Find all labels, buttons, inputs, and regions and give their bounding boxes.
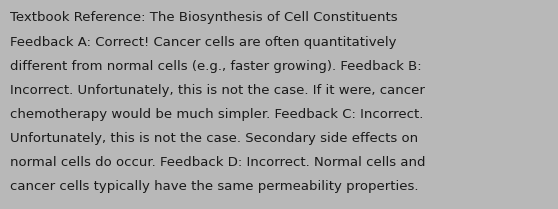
Text: Textbook Reference: The Biosynthesis of Cell Constituents: Textbook Reference: The Biosynthesis of … bbox=[10, 11, 398, 24]
Text: normal cells do occur. Feedback D: Incorrect. Normal cells and: normal cells do occur. Feedback D: Incor… bbox=[10, 156, 426, 169]
Text: Feedback A: Correct! Cancer cells are often quantitatively: Feedback A: Correct! Cancer cells are of… bbox=[10, 36, 397, 48]
Text: chemotherapy would be much simpler. Feedback C: Incorrect.: chemotherapy would be much simpler. Feed… bbox=[10, 108, 424, 121]
Text: Unfortunately, this is not the case. Secondary side effects on: Unfortunately, this is not the case. Sec… bbox=[10, 132, 418, 145]
Text: different from normal cells (e.g., faster growing). Feedback B:: different from normal cells (e.g., faste… bbox=[10, 60, 422, 73]
Text: Incorrect. Unfortunately, this is not the case. If it were, cancer: Incorrect. Unfortunately, this is not th… bbox=[10, 84, 425, 97]
Text: cancer cells typically have the same permeability properties.: cancer cells typically have the same per… bbox=[10, 180, 418, 193]
